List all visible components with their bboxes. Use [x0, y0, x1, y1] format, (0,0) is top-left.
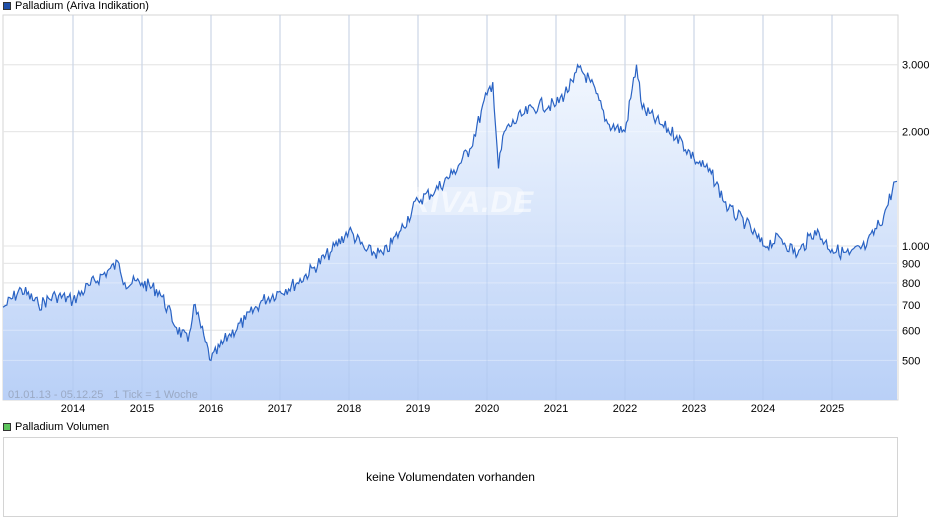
svg-text:2020: 2020: [475, 403, 499, 415]
svg-text:2023: 2023: [682, 403, 706, 415]
date-range-label: 01.01.13 - 05.12.25 1 Tick = 1 Woche: [8, 389, 198, 401]
svg-text:2015: 2015: [130, 403, 154, 415]
svg-text:2021: 2021: [544, 403, 568, 415]
svg-text:600: 600: [902, 325, 920, 337]
svg-text:500: 500: [902, 355, 920, 367]
svg-text:2018: 2018: [337, 403, 361, 415]
watermark: ARIVA.DE: [378, 186, 534, 219]
x-axis: 2014 2015 2016 2017 2018 2019 2020 2021 2022 2023…: [61, 403, 844, 415]
price-legend-swatch: [3, 2, 11, 10]
svg-text:2025: 2025: [820, 403, 844, 415]
svg-text:1.000: 1.000: [902, 241, 930, 253]
svg-text:700: 700: [902, 300, 920, 312]
svg-text:2022: 2022: [613, 403, 637, 415]
svg-text:2024: 2024: [751, 403, 775, 415]
svg-text:800: 800: [902, 278, 920, 290]
svg-text:2014: 2014: [61, 403, 85, 415]
no-volume-message: keine Volumendaten vorhanden: [366, 470, 535, 484]
volume-panel: keine Volumendaten vorhanden: [3, 437, 898, 517]
price-area: [3, 64, 897, 400]
price-chart: ARIVA.DE 3.0002.0001.000900800700600500 …: [2, 14, 930, 415]
svg-text:2017: 2017: [268, 403, 292, 415]
svg-text:2019: 2019: [406, 403, 430, 415]
svg-text:2016: 2016: [199, 403, 223, 415]
grid-lines-overlay: [3, 15, 898, 400]
price-line: [2, 63, 898, 362]
volume-legend-label: Palladium Volumen: [15, 421, 110, 433]
price-legend: Palladium (Ariva Indikation): [3, 0, 149, 12]
y-axis: 3.000 2.000 1.000 900 800 700 600 500: [902, 60, 930, 368]
svg-text:ARIVA.DE: ARIVA.DE: [384, 186, 534, 219]
volume-legend: Palladium Volumen: [3, 421, 109, 433]
svg-text:900: 900: [902, 258, 920, 270]
svg-text:2.000: 2.000: [902, 127, 930, 139]
volume-legend-swatch: [3, 423, 11, 431]
price-legend-label: Palladium (Ariva Indikation): [15, 0, 149, 12]
svg-text:3.000: 3.000: [902, 60, 930, 72]
